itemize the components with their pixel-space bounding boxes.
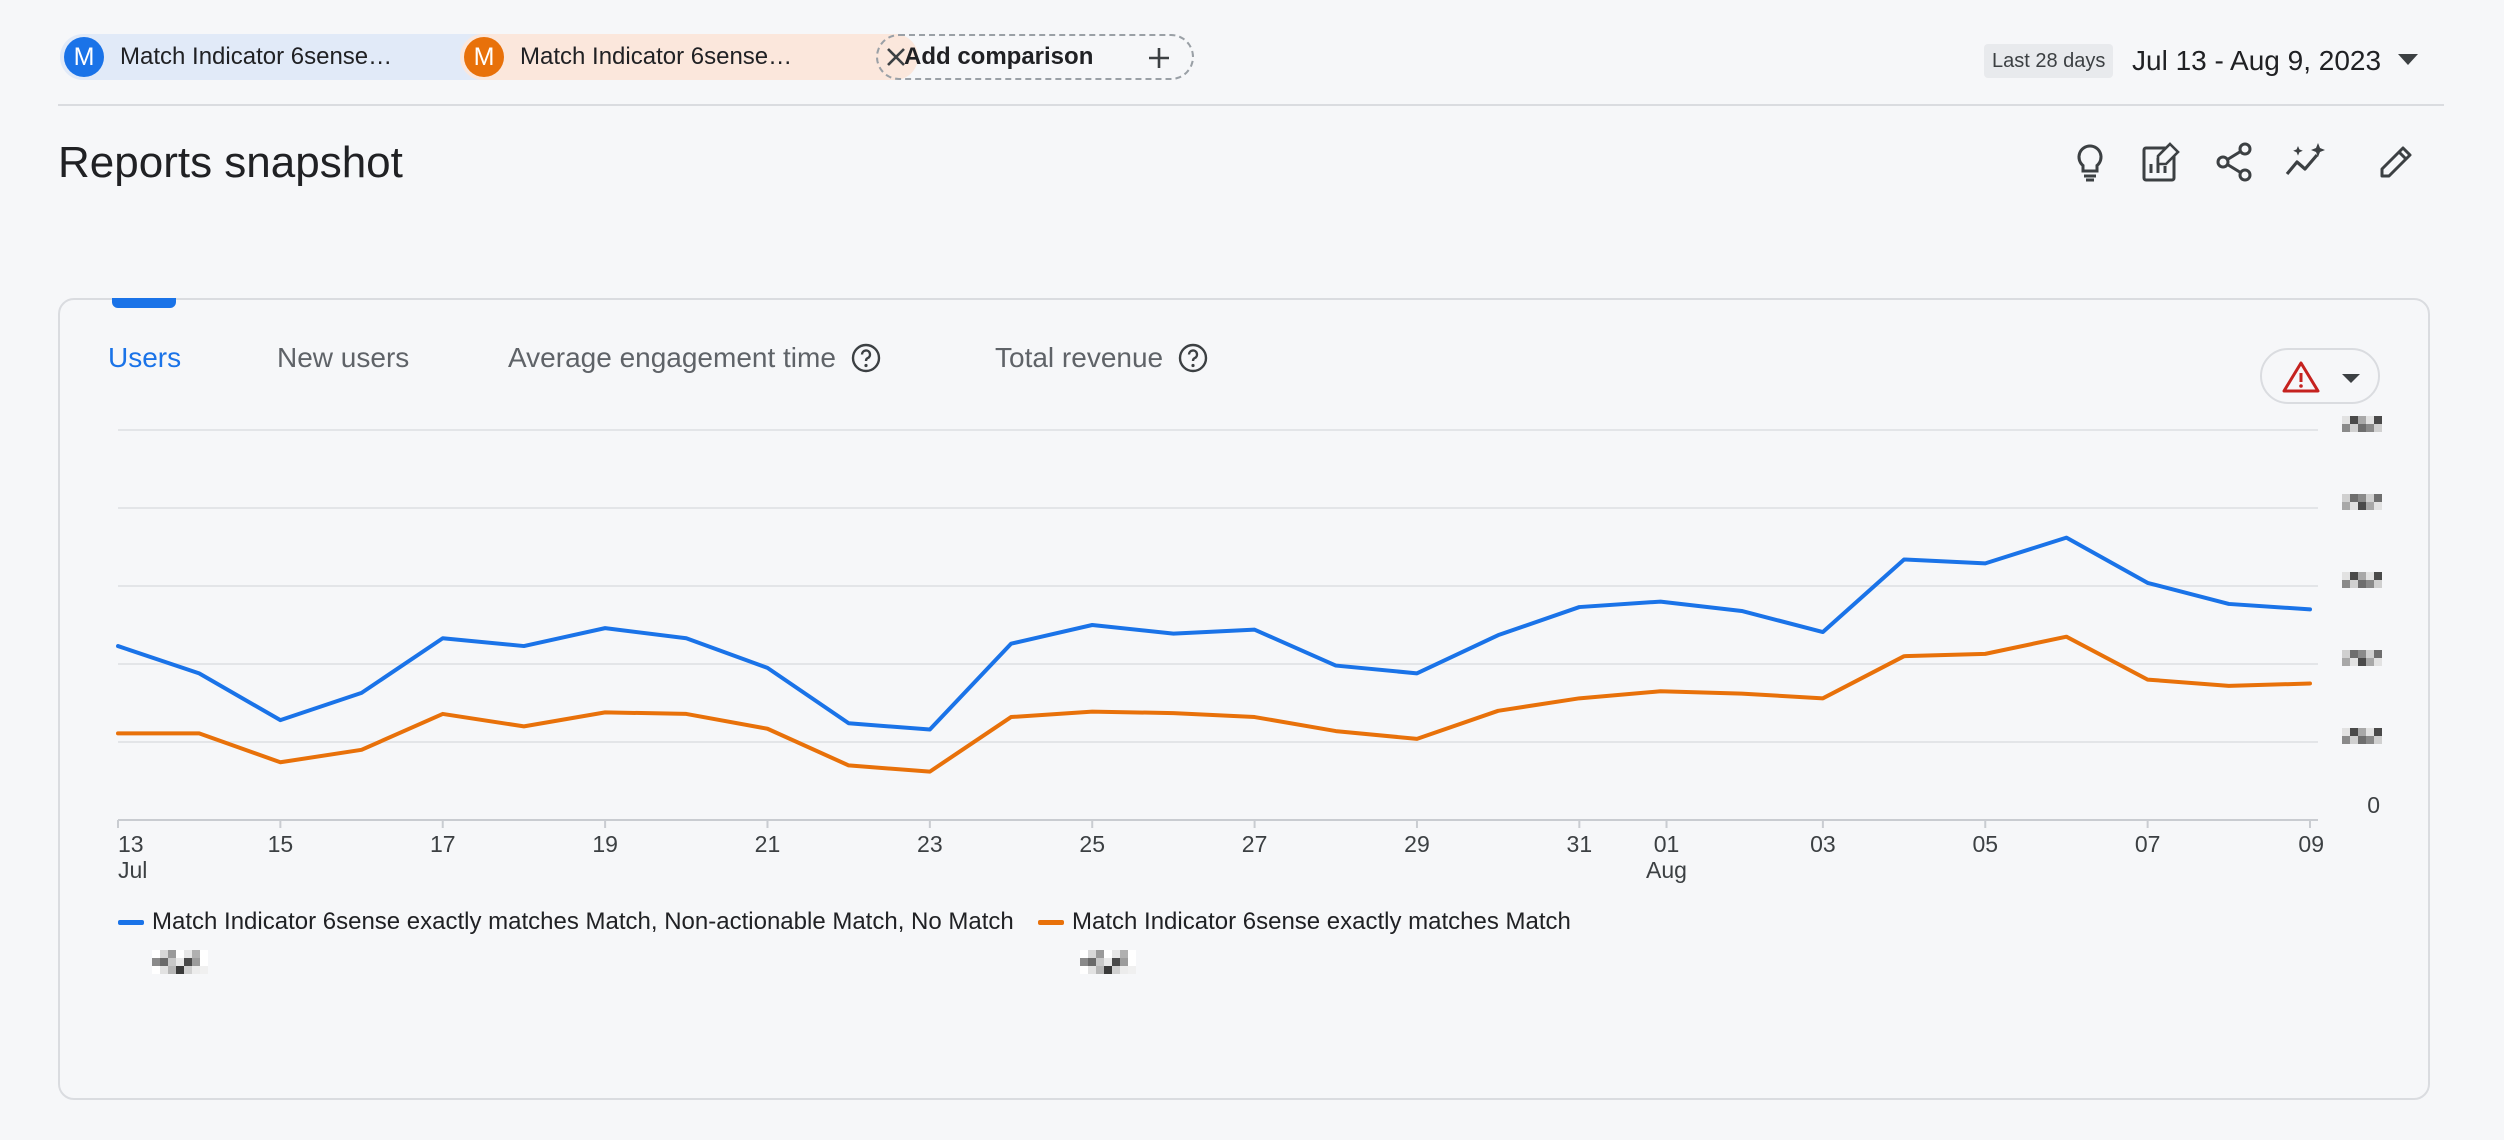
obscured-pixel <box>1104 958 1112 966</box>
date-range-picker[interactable]: Jul 13 - Aug 9, 2023 <box>2132 45 2382 76</box>
obscured-total-value <box>1080 950 1136 974</box>
warning-icon <box>2282 361 2320 393</box>
obscured-pixel <box>1080 950 1088 958</box>
obscured-pixel <box>200 966 208 974</box>
obscured-pixel <box>176 966 184 974</box>
obscured-pixel <box>160 966 168 974</box>
obscured-pixel <box>176 958 184 966</box>
tab-label: New users <box>277 342 410 373</box>
obscured-pixel <box>184 958 192 966</box>
tab-average-engagement-time[interactable]: Average engagement time <box>508 342 882 374</box>
help-icon[interactable] <box>1177 342 1209 374</box>
obscured-pixel <box>1096 966 1104 974</box>
tab-users[interactable]: Users <box>108 342 181 374</box>
obscured-pixel <box>1128 958 1136 966</box>
chevron-down-icon <box>2342 374 2360 383</box>
obscured-pixel <box>1080 966 1088 974</box>
obscured-pixel <box>1096 950 1104 958</box>
obscured-pixel <box>1120 966 1128 974</box>
obscured-pixel <box>192 950 200 958</box>
obscured-pixel <box>1128 966 1136 974</box>
customize-report-icon[interactable] <box>2140 140 2184 189</box>
comparison-label: Match Indicator 6sense… <box>120 43 393 70</box>
help-icon[interactable] <box>850 342 882 374</box>
tab-total-revenue[interactable]: Total revenue <box>995 342 1209 374</box>
obscured-pixel <box>1096 958 1104 966</box>
add-comparison-button[interactable]: Add comparison <box>876 34 1194 80</box>
obscured-pixel <box>1112 966 1120 974</box>
obscured-pixel <box>192 966 200 974</box>
obscured-pixel <box>168 966 176 974</box>
tab-label: Average engagement time <box>508 342 836 373</box>
obscured-pixel <box>1112 958 1120 966</box>
comparison-chip-2[interactable]: M Match Indicator 6sense… <box>460 34 918 80</box>
obscured-pixel <box>1120 958 1128 966</box>
obscured-pixel <box>200 950 208 958</box>
obscured-pixel <box>184 950 192 958</box>
comparison-bar: M Match Indicator 6sense… M Match Indica… <box>58 0 2444 106</box>
obscured-pixel <box>1104 950 1112 958</box>
obscured-pixel <box>160 950 168 958</box>
legend-label: Match Indicator 6sense exactly matches M… <box>1072 908 1571 935</box>
comparison-chip-1[interactable]: M Match Indicator 6sense… <box>60 34 518 80</box>
obscured-pixel <box>1080 958 1088 966</box>
obscured-pixel <box>176 950 184 958</box>
comparison-avatar: M <box>464 37 504 77</box>
plus-icon <box>1149 48 1169 68</box>
obscured-pixel <box>1128 950 1136 958</box>
obscured-pixel <box>184 966 192 974</box>
legend-swatch <box>118 919 144 925</box>
obscured-pixel <box>200 958 208 966</box>
page-title: Reports snapshot <box>58 138 403 187</box>
obscured-pixel <box>160 958 168 966</box>
comparison-avatar: M <box>64 37 104 77</box>
tab-label: Total revenue <box>995 342 1164 373</box>
legend-swatch <box>1038 919 1064 925</box>
obscured-pixel <box>1120 950 1128 958</box>
obscured-pixel <box>1088 966 1096 974</box>
share-icon[interactable] <box>2212 140 2256 189</box>
users-chart-card <box>58 298 2430 1100</box>
obscured-total-value <box>152 950 208 974</box>
comparison-label: Match Indicator 6sense… <box>520 43 793 70</box>
legend-label: Match Indicator 6sense exactly matches M… <box>152 908 1014 935</box>
obscured-pixel <box>1112 950 1120 958</box>
tab-new-users[interactable]: New users <box>277 342 409 374</box>
obscured-pixel <box>152 966 160 974</box>
legend-item-series-2[interactable]: Match Indicator 6sense exactly matches M… <box>1038 908 1571 936</box>
obscured-pixel <box>168 950 176 958</box>
add-comparison-label: Add comparison <box>904 43 1094 70</box>
lightbulb-icon[interactable] <box>2068 140 2112 189</box>
obscured-pixel <box>152 950 160 958</box>
obscured-pixel <box>1104 966 1112 974</box>
obscured-pixel <box>1088 950 1096 958</box>
active-tab-indicator <box>112 298 176 308</box>
tab-label: Users <box>108 342 182 373</box>
obscured-pixel <box>192 958 200 966</box>
legend-item-series-1[interactable]: Match Indicator 6sense exactly matches M… <box>118 908 1014 936</box>
obscured-pixel <box>168 958 176 966</box>
obscured-pixel <box>152 958 160 966</box>
obscured-pixel <box>1088 958 1096 966</box>
date-range-badge: Last 28 days <box>1984 44 2114 78</box>
insights-icon[interactable] <box>2284 140 2328 189</box>
data-quality-warning-button[interactable] <box>2260 348 2380 404</box>
chevron-down-icon[interactable] <box>2398 54 2418 65</box>
edit-icon[interactable] <box>2374 140 2418 189</box>
